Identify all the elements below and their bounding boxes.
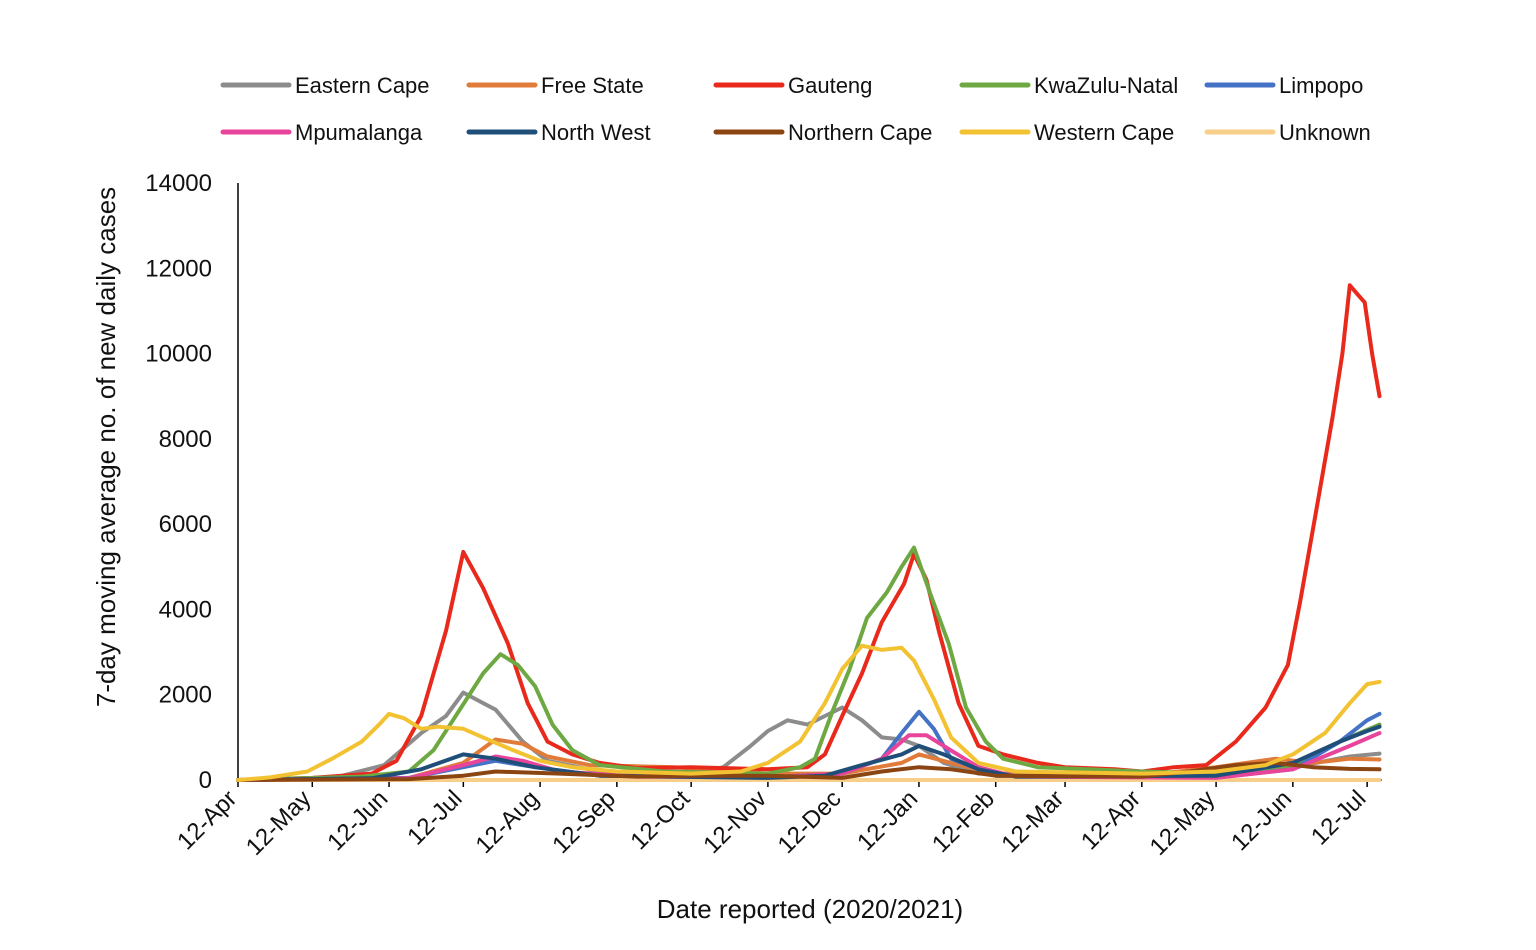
y-tick-label: 4000 <box>159 596 212 623</box>
x-tick-label: 12-Jun <box>322 785 393 856</box>
x-tick-label: 12-Jul <box>1306 785 1371 850</box>
series-line-kwazulu-natal <box>236 545 1382 782</box>
legend-label: Gauteng <box>788 73 872 98</box>
legend-label: Western Cape <box>1034 120 1174 145</box>
legend-item-mpumalanga: Mpumalanga <box>220 120 423 145</box>
legend-item-western-cape: Western Cape <box>959 120 1174 145</box>
series-line-gauteng <box>236 283 1382 782</box>
x-tick-label: 12-Jul <box>402 785 467 850</box>
y-tick-label: 0 <box>199 767 212 794</box>
legend-label: KwaZulu-Natal <box>1034 73 1178 98</box>
legend-item-eastern-cape: Eastern Cape <box>220 73 430 98</box>
legend-label: North West <box>541 120 651 145</box>
x-tick-label: 12-May <box>1145 785 1221 861</box>
y-tick-label: 10000 <box>145 341 212 368</box>
legend-label: Eastern Cape <box>295 73 430 98</box>
legend-label: Mpumalanga <box>295 120 423 145</box>
y-tick-label: 2000 <box>159 682 212 709</box>
x-tick-label: 12-Jan <box>852 785 923 856</box>
legend-label: Limpopo <box>1279 73 1363 98</box>
legend-item-gauteng: Gauteng <box>713 73 872 98</box>
x-tick-label: 12-Sep <box>547 785 621 859</box>
plot-series-group <box>236 283 1382 782</box>
x-tick-label: 12-May <box>241 785 317 861</box>
x-tick-label: 12-Apr <box>172 785 242 855</box>
legend-item-northern-cape: Northern Cape <box>713 120 932 145</box>
legend-label: Unknown <box>1279 120 1371 145</box>
legend-item-limpopo: Limpopo <box>1204 73 1363 98</box>
legend-item-north-west: North West <box>466 120 651 145</box>
legend-label: Northern Cape <box>788 120 932 145</box>
y-tick-label: 8000 <box>159 426 212 453</box>
y-tick-label: 14000 <box>145 170 212 197</box>
legend-item-kwazulu-natal: KwaZulu-Natal <box>959 73 1178 98</box>
y-axis: 0 2000 4000 6000 8000 10000 12000 14000 <box>145 170 239 794</box>
series-line-western-cape <box>236 643 1382 782</box>
x-tick-label: 12-Nov <box>698 785 772 859</box>
x-tick-label: 12-Mar <box>996 785 1069 858</box>
x-tick-label: 12-Dec <box>773 785 847 859</box>
legend-item-free-state: Free State <box>466 73 644 98</box>
legend-label: Free State <box>541 73 644 98</box>
series-line-eastern-cape <box>236 690 1382 782</box>
series-line-free-state <box>236 737 1382 782</box>
x-tick-label: 12-Feb <box>927 785 1000 858</box>
x-tick-label: 12-Jun <box>1226 785 1297 856</box>
x-tick-label: 12-Apr <box>1076 785 1146 855</box>
legend-item-unknown: Unknown <box>1204 120 1371 145</box>
y-axis-title: 7-day moving average no. of new daily ca… <box>91 187 121 707</box>
y-tick-label: 6000 <box>159 511 212 538</box>
x-tick-label: 12-Oct <box>625 785 695 855</box>
y-tick-label: 12000 <box>145 255 212 282</box>
x-axis-title: Date reported (2020/2021) <box>657 894 963 924</box>
chart-legend: Eastern Cape Free State Gauteng KwaZulu-Nat… <box>220 73 1371 145</box>
x-tick-label: 12-Aug <box>471 785 545 859</box>
